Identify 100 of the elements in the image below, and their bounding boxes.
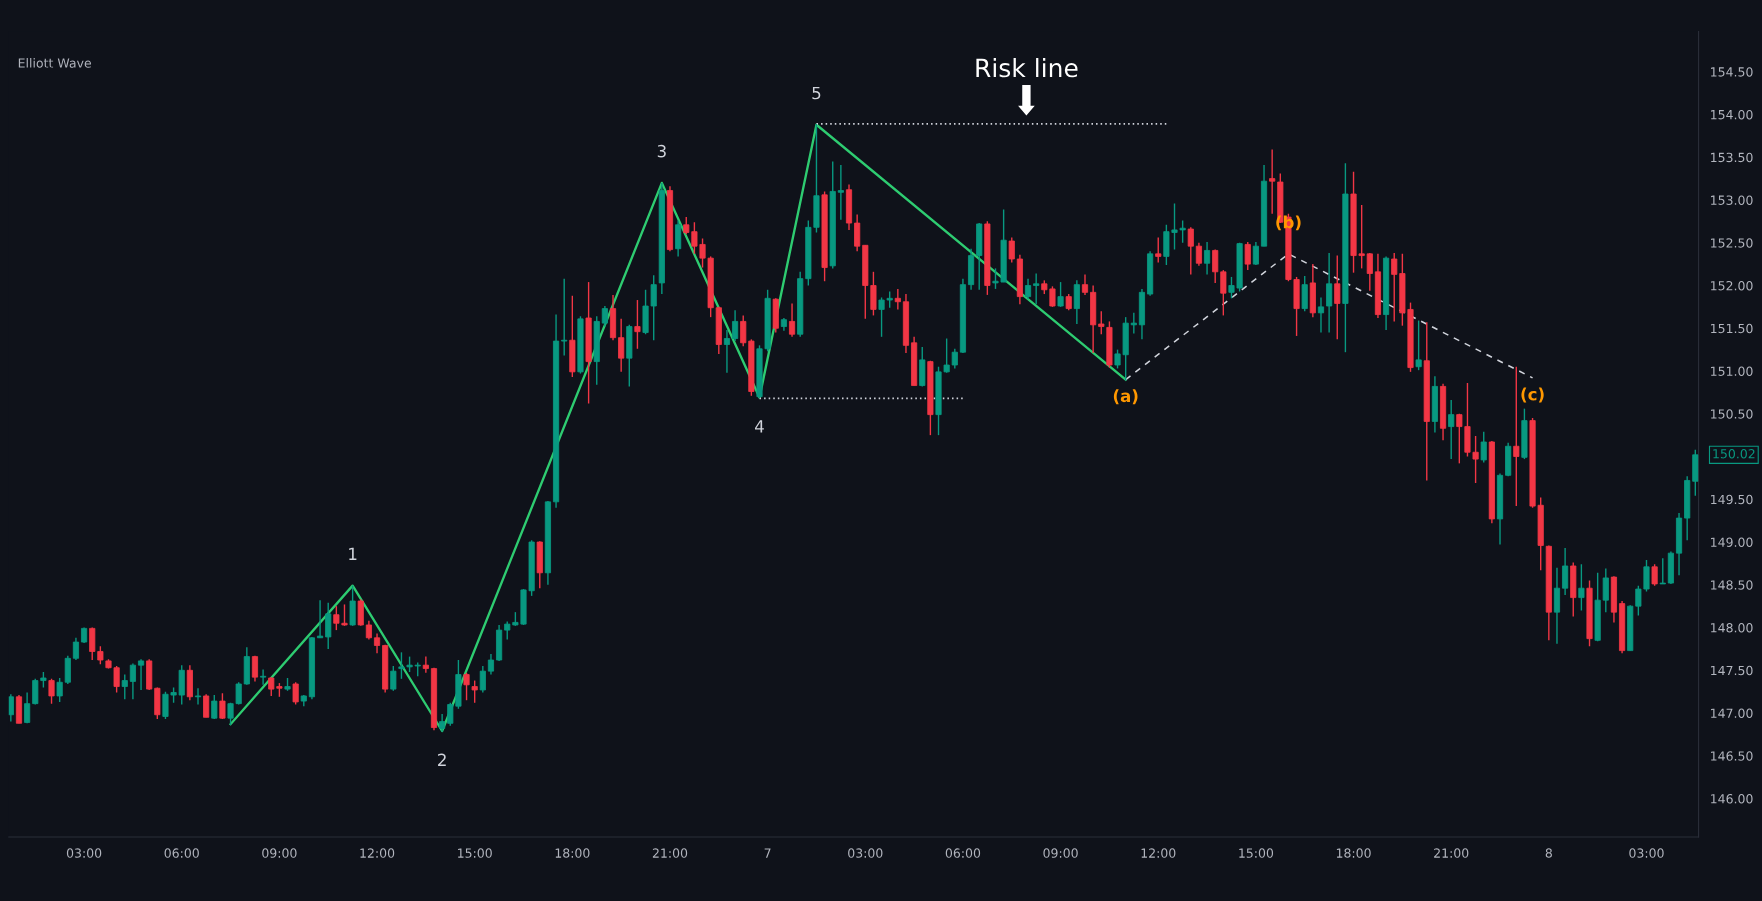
x-tick-label: 12:00 bbox=[360, 848, 395, 858]
x-tick-label: 09:00 bbox=[262, 848, 297, 858]
candlestick bbox=[1553, 566, 1561, 645]
candlestick bbox=[618, 318, 625, 373]
y-tick-label: 153.50 bbox=[1711, 152, 1753, 163]
candlestick bbox=[1366, 252, 1373, 292]
candlestick bbox=[1269, 148, 1276, 215]
y-tick-label: 147.50 bbox=[1711, 665, 1753, 676]
x-tick-label: 18:00 bbox=[555, 848, 590, 858]
candlestick bbox=[951, 348, 958, 370]
candlestick bbox=[203, 693, 210, 719]
candlestick bbox=[121, 673, 128, 701]
y-tick-label: 146.00 bbox=[1711, 794, 1753, 804]
candlestick bbox=[129, 662, 136, 701]
x-tick-label: 15:00 bbox=[1239, 848, 1274, 858]
y-tick-label: 149.50 bbox=[1711, 494, 1753, 505]
candlestick bbox=[194, 687, 202, 706]
annotation: 1 bbox=[349, 547, 357, 560]
candlestick bbox=[72, 637, 80, 661]
y-tick-label: 154.50 bbox=[1711, 67, 1753, 77]
candlestick bbox=[1578, 563, 1585, 612]
candlestick bbox=[723, 329, 731, 374]
candlestick bbox=[292, 681, 299, 706]
x-tick-label: 06:00 bbox=[164, 848, 199, 858]
candlestick bbox=[1326, 252, 1333, 334]
x-tick-label: 09:00 bbox=[1043, 848, 1078, 858]
x-tick-label: 03:00 bbox=[848, 848, 883, 858]
candlestick bbox=[479, 665, 486, 694]
x-tick-label: 21:00 bbox=[1434, 848, 1469, 858]
candlestick bbox=[1513, 366, 1520, 507]
candlestick bbox=[1033, 272, 1040, 306]
y-tick-label: 154.00 bbox=[1711, 109, 1753, 120]
candlestick bbox=[1244, 241, 1251, 271]
candlestick bbox=[1204, 241, 1211, 276]
annotation: 4 bbox=[755, 420, 764, 433]
candlestick bbox=[8, 693, 14, 723]
x-tick-label: 03:00 bbox=[1629, 848, 1664, 858]
candlestick bbox=[634, 299, 641, 350]
x-tick-label: 15:00 bbox=[458, 848, 492, 858]
y-tick-label: 148.00 bbox=[1711, 623, 1753, 633]
candlestick bbox=[487, 653, 495, 676]
candlestick bbox=[471, 679, 478, 704]
annotation: 3 bbox=[657, 144, 666, 158]
candlestick bbox=[732, 309, 739, 342]
text: Elliott Wave bbox=[18, 58, 92, 68]
candlestick bbox=[561, 277, 568, 357]
candlestick bbox=[1130, 312, 1137, 335]
candlestick bbox=[422, 655, 429, 674]
annotation: (c) bbox=[1521, 387, 1544, 403]
y-tick-label: 153.00 bbox=[1711, 195, 1753, 205]
candlestick bbox=[1220, 269, 1227, 317]
candlestick bbox=[64, 655, 71, 685]
candlestick bbox=[1334, 254, 1341, 341]
annotation: Risk line bbox=[976, 58, 1078, 78]
candlestick bbox=[390, 665, 397, 692]
candlestick bbox=[1057, 281, 1064, 308]
candlestick bbox=[56, 677, 63, 703]
y-tick-label: 151.50 bbox=[1711, 323, 1753, 334]
candlestick bbox=[463, 672, 470, 701]
candlestick bbox=[1008, 236, 1015, 264]
candlestick bbox=[1562, 547, 1569, 596]
y-tick-label: 149.00 bbox=[1711, 537, 1753, 547]
y-tick-label: 150.50 bbox=[1711, 409, 1753, 419]
candlestick bbox=[1073, 279, 1080, 325]
candlestick bbox=[137, 658, 145, 691]
candlestick bbox=[675, 219, 682, 258]
x-tick-label: 12:00 bbox=[1141, 848, 1176, 858]
candlestick bbox=[1252, 241, 1259, 266]
candlestick bbox=[1415, 319, 1422, 371]
candlestick bbox=[1187, 226, 1194, 276]
candlestick bbox=[1081, 273, 1089, 296]
candlestick bbox=[317, 599, 324, 639]
candlestick bbox=[1317, 296, 1325, 334]
candlestick bbox=[325, 602, 332, 650]
candlestick bbox=[1098, 310, 1105, 335]
y-tick-label: 152.00 bbox=[1711, 280, 1753, 291]
candlestick bbox=[1195, 242, 1202, 267]
x-tick-label: 21:00 bbox=[652, 848, 688, 858]
candlestick bbox=[788, 302, 796, 338]
x-tick-label: 7 bbox=[764, 848, 771, 858]
candlestick bbox=[601, 305, 608, 328]
candlestick bbox=[1651, 563, 1658, 587]
x-tick-label: 18:00 bbox=[1336, 848, 1371, 858]
candlestick bbox=[894, 288, 901, 311]
candlestick bbox=[1155, 236, 1162, 264]
candlestick bbox=[365, 619, 372, 641]
candlestick bbox=[1602, 567, 1609, 613]
y-tick-label: 146.50 bbox=[1711, 751, 1753, 761]
candlestick bbox=[219, 692, 226, 720]
candlestick bbox=[1024, 277, 1032, 300]
candlestick bbox=[1448, 399, 1455, 460]
annotation: (a) bbox=[1113, 389, 1138, 405]
y-tick-label: 147.00 bbox=[1711, 708, 1753, 718]
x-tick-label: 8 bbox=[1545, 848, 1552, 858]
candlestick bbox=[854, 213, 861, 252]
candlestick bbox=[1480, 431, 1487, 464]
x-tick-label: 06:00 bbox=[945, 848, 981, 858]
y-tick-label: 151.00 bbox=[1711, 366, 1753, 376]
candlestick bbox=[1212, 248, 1219, 284]
candlestick bbox=[251, 655, 259, 683]
